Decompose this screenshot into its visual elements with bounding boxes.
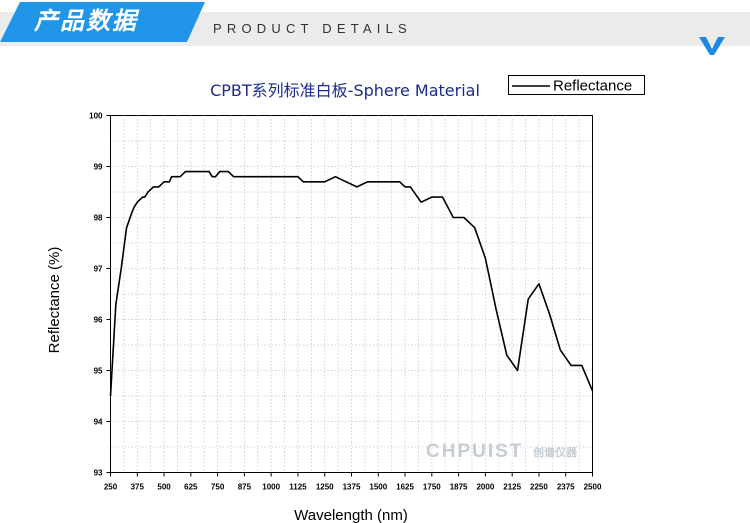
- x-tick-label: 1500: [369, 483, 387, 492]
- x-tick-label: 250: [104, 483, 118, 492]
- x-tick-label: 1750: [423, 483, 441, 492]
- section-banner: 产品数据 PRODUCT DETAILS: [0, 0, 750, 58]
- x-axis-label: Wavelength (nm): [294, 507, 408, 523]
- section-title: 产品数据: [34, 8, 138, 35]
- x-tick-label: 1625: [396, 483, 414, 492]
- x-tick-label: 500: [157, 483, 171, 492]
- y-axis-ticks: 93 94 95 96 97 98 99 100: [89, 112, 111, 478]
- y-axis-label: Reflectance (%): [46, 247, 63, 354]
- x-tick-label: 2250: [530, 483, 548, 492]
- legend-label: Reflectance: [553, 78, 632, 95]
- x-tick-label: 625: [184, 483, 198, 492]
- y-tick-label: 97: [94, 265, 103, 274]
- x-tick-label: 2500: [584, 483, 602, 492]
- chart-title: CPBT系列标准白板-Sphere Material: [210, 81, 480, 100]
- y-tick-label: 99: [94, 163, 103, 172]
- watermark-brand: CHPUIST: [426, 441, 523, 462]
- y-tick-label: 96: [94, 316, 103, 325]
- y-tick-label: 100: [89, 112, 103, 121]
- x-tick-label: 875: [238, 483, 252, 492]
- banner-tab: [0, 2, 205, 42]
- series-line-reflectance: [109, 170, 594, 397]
- x-tick-label: 2125: [503, 483, 521, 492]
- chevron-down-icon: [699, 37, 725, 55]
- x-tick-label: 1000: [262, 483, 280, 492]
- x-tick-label: 1125: [289, 483, 307, 492]
- series-layer: [109, 170, 594, 397]
- x-tick-label: 375: [131, 483, 145, 492]
- section-subtitle: PRODUCT DETAILS: [213, 21, 412, 36]
- brand-watermark: CHPUIST 创谱仪器: [426, 441, 578, 462]
- reflectance-chart: 93 94 95 96 97 98 99 100 250 375 500 625 750 875 1000…: [46, 75, 645, 523]
- y-tick-label: 93: [94, 469, 103, 478]
- x-tick-label: 1250: [316, 483, 334, 492]
- x-tick-label: 1875: [450, 483, 468, 492]
- x-tick-label: 1375: [343, 483, 361, 492]
- y-tick-label: 94: [94, 418, 103, 427]
- legend: Reflectance: [508, 75, 645, 95]
- x-tick-label: 2375: [557, 483, 575, 492]
- x-axis-ticks: 250 375 500 625 750 875 1000 1125 1250 1375 1500 16…: [104, 472, 602, 492]
- y-tick-label: 98: [94, 214, 103, 223]
- legend-box: [508, 75, 645, 95]
- x-tick-label: 2000: [476, 483, 494, 492]
- y-tick-label: 95: [94, 367, 103, 376]
- x-tick-label: 750: [211, 483, 225, 492]
- watermark-brand-cn: 创谱仪器: [532, 445, 578, 459]
